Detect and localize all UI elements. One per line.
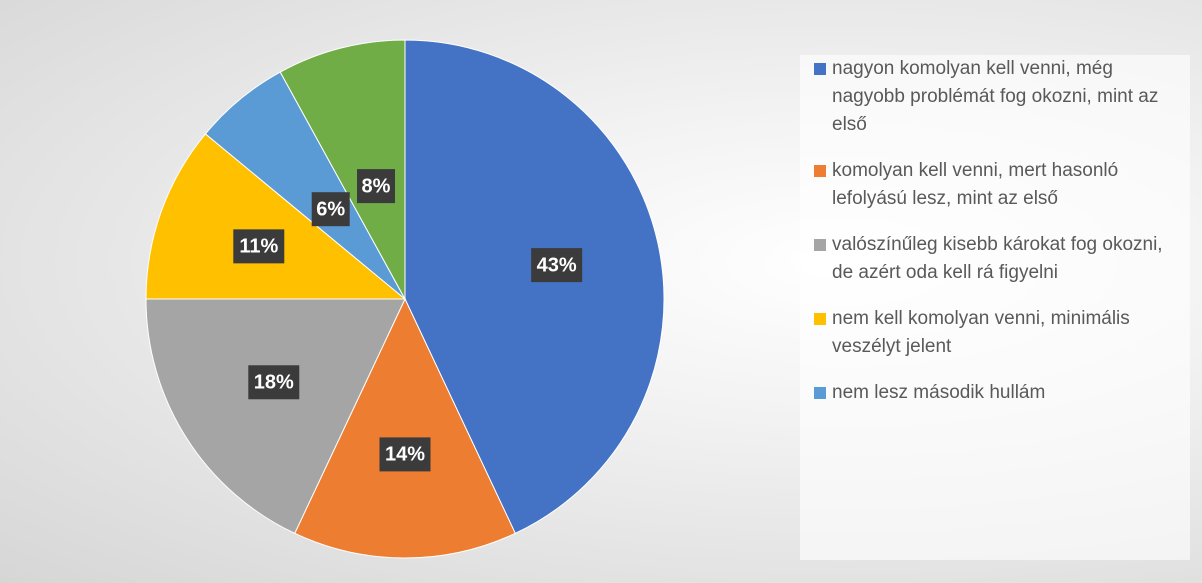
- data-label: 43%: [537, 254, 577, 276]
- pie-slice: [145, 133, 407, 300]
- data-label: 11%: [239, 236, 278, 258]
- data-label: 14%: [385, 444, 425, 466]
- legend-label: valószínűleg kisebb károkat fog okozni, …: [832, 234, 1163, 283]
- data-label: 8%: [362, 175, 391, 197]
- data-label-box: [531, 248, 583, 283]
- pie-slice: [279, 39, 406, 300]
- legend-item: komolyan kell venni, mert hasonló lefoly…: [814, 157, 1184, 213]
- legend-item: nem lesz második hullám: [814, 379, 1184, 407]
- legend-item: nagyon komolyan kell venni, még nagyobb …: [814, 55, 1184, 139]
- legend-label: komolyan kell venni, mert hasonló lefoly…: [832, 160, 1119, 209]
- data-label-box: [357, 169, 396, 204]
- legend-label: nagyon komolyan kell venni, még nagyobb …: [832, 58, 1159, 135]
- pie-slice: [294, 297, 516, 559]
- legend-swatch: [814, 387, 826, 399]
- data-label-box: [311, 192, 350, 227]
- legend-swatch: [814, 165, 826, 177]
- legend-swatch: [814, 313, 826, 325]
- data-label: 6%: [316, 198, 345, 220]
- data-label: 18%: [254, 372, 294, 394]
- legend-swatch: [814, 63, 826, 75]
- legend-label: nem kell komolyan venni, minimális veszé…: [832, 308, 1130, 357]
- legend-item: nem kell komolyan venni, minimális veszé…: [814, 305, 1184, 361]
- legend-item: valószínűleg kisebb károkat fog okozni, …: [814, 231, 1184, 287]
- pie-slice: [145, 298, 406, 535]
- pie-slice: [404, 39, 665, 535]
- data-label-box: [233, 229, 285, 264]
- legend-swatch: [814, 239, 826, 251]
- legend: nagyon komolyan kell venni, még nagyobb …: [800, 55, 1190, 560]
- data-label-box: [248, 365, 300, 400]
- data-label-box: [379, 437, 431, 472]
- legend-label: nem lesz második hullám: [832, 382, 1046, 403]
